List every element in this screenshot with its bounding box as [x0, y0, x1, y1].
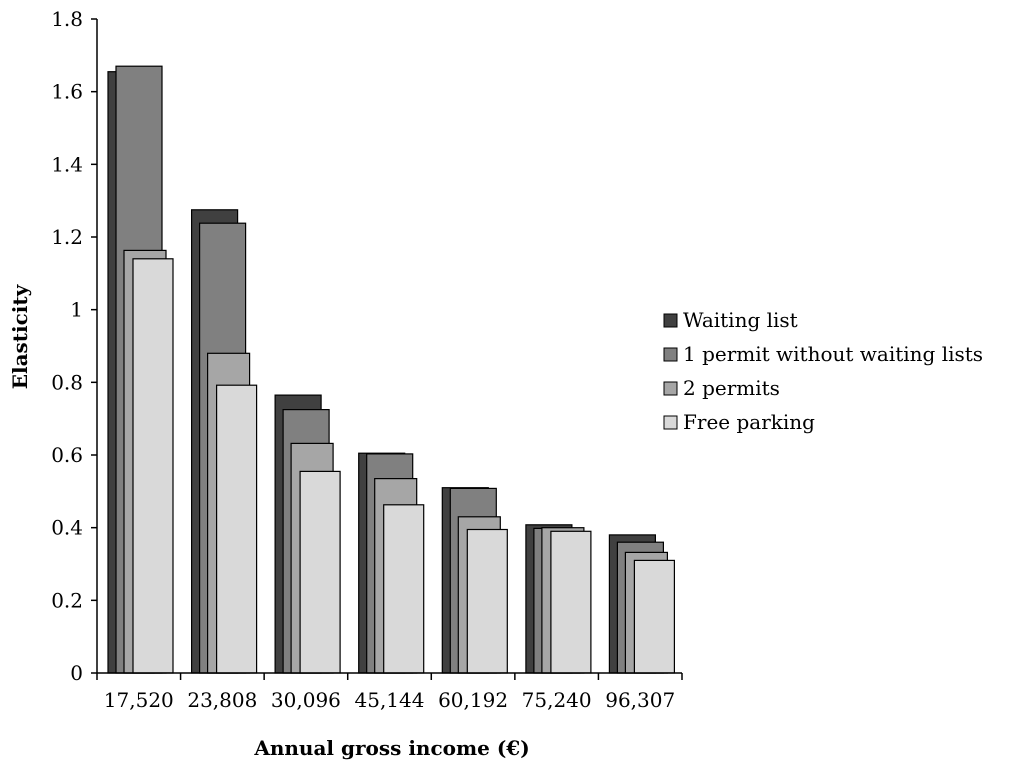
axes-layer: [91, 18, 683, 680]
legend-swatch: [663, 347, 678, 362]
bar-4-7: [633, 559, 676, 674]
x-tick-label: 45,144: [355, 688, 425, 712]
tick-labels-layer: 0 0.2 0.4 0.6 0.8 1 1.2 1.4 1.6 1.8 17,520 23,808 30…: [51, 7, 675, 712]
y-tick-label: 1.2: [51, 225, 83, 249]
x-tick-label: 30,096: [271, 688, 341, 712]
bar-4-6: [550, 530, 592, 674]
x-tick-label: 23,808: [187, 688, 257, 712]
x-tick-label: 17,520: [104, 688, 174, 712]
bar-4-2: [216, 384, 258, 674]
bar-4-5: [466, 528, 508, 674]
bar-4-3: [299, 470, 341, 674]
y-tick-label: 1.8: [51, 7, 83, 31]
legend: Waiting list 1 permit without waiting lis…: [663, 308, 983, 434]
legend-label: 1 permit without waiting lists: [683, 342, 983, 366]
y-tick-label: 0.4: [51, 516, 83, 540]
y-tick-label: 0: [70, 661, 83, 685]
x-tick-label: 96,307: [605, 688, 675, 712]
x-tick-label: 60,192: [438, 688, 508, 712]
legend-label: Free parking: [683, 410, 815, 434]
x-axis-title: Annual gross income (€): [253, 736, 529, 760]
legend-swatch: [663, 313, 678, 328]
y-tick-label: 1: [70, 298, 83, 322]
x-tick-label: 75,240: [522, 688, 592, 712]
y-tick-label: 0.2: [51, 588, 83, 612]
legend-swatch: [663, 415, 678, 430]
legend-label: 2 permits: [683, 376, 780, 400]
bar-4-4: [383, 504, 425, 674]
bar-4-1: [132, 258, 174, 674]
y-tick-label: 1.4: [51, 152, 83, 176]
y-tick-label: 1.6: [51, 80, 83, 104]
legend-swatch: [663, 381, 678, 396]
bars-layer: [107, 65, 676, 674]
legend-label: Waiting list: [683, 308, 798, 332]
y-tick-label: 0.8: [51, 370, 83, 394]
y-axis-title: Elasticity: [8, 283, 32, 389]
y-tick-label: 0.6: [51, 443, 83, 467]
